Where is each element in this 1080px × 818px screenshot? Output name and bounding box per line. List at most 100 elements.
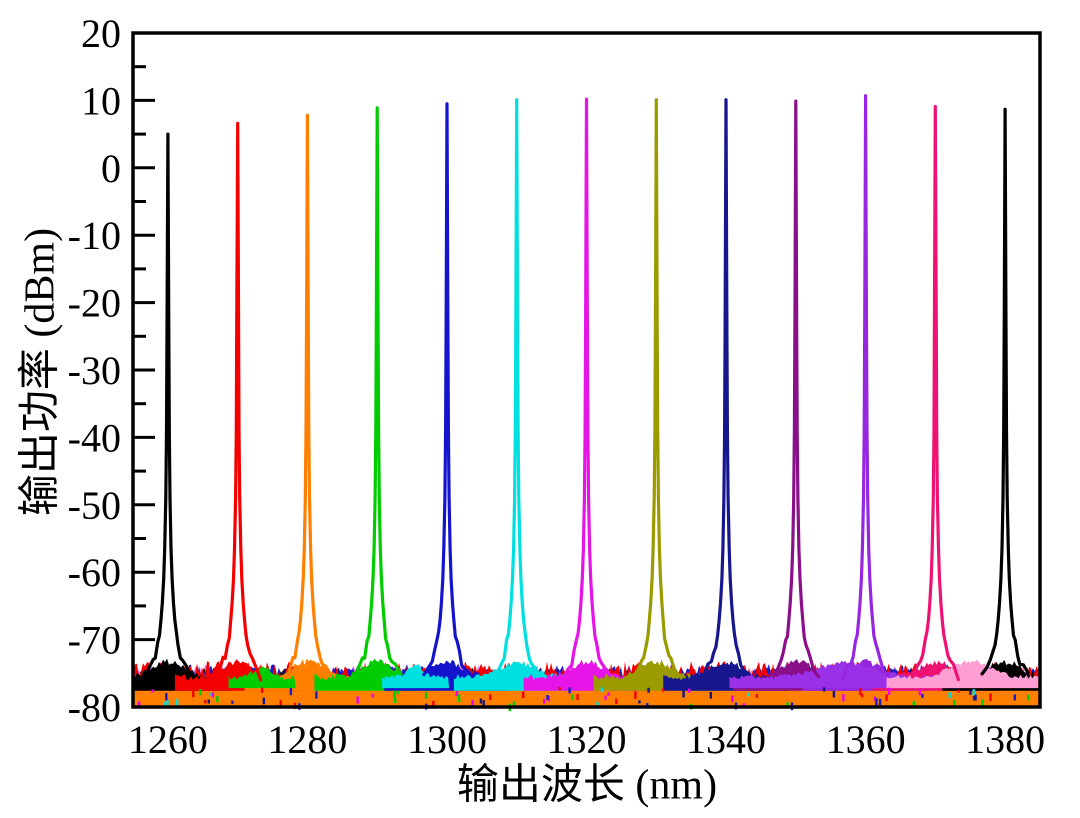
x-axis-title: 输出波长 (nm) — [456, 762, 718, 809]
noise-speck — [315, 691, 318, 699]
y-tick-label: 0 — [101, 146, 121, 191]
noise-speck — [607, 692, 610, 696]
noise-speck — [279, 700, 282, 707]
x-tick-label: 1360 — [826, 717, 906, 762]
noise-speck — [231, 700, 234, 704]
noise-speck — [262, 697, 265, 705]
y-axis-title: 输出功率 (dBm) — [17, 227, 64, 517]
noise-patch — [382, 664, 450, 689]
noise-speck — [558, 687, 561, 691]
spectrum-series-1310 — [492, 98, 542, 681]
noise-speck — [1013, 694, 1016, 701]
noise-speck — [471, 700, 474, 707]
noise-speck — [747, 692, 750, 697]
spectrum-series-1340 — [701, 98, 751, 681]
x-tick-label: 1380 — [965, 717, 1045, 762]
noise-speck — [957, 689, 960, 693]
noise-speck — [512, 701, 516, 708]
noise-speck — [216, 696, 219, 703]
noise-speck — [878, 698, 882, 706]
spectrum-series-1300 — [422, 102, 472, 677]
noise-speck — [912, 701, 915, 707]
noise-speck — [709, 691, 712, 699]
noise-speck — [163, 701, 166, 708]
spectrum-series-1370 — [910, 104, 961, 682]
noise-speck — [165, 692, 168, 701]
noise-speck — [972, 696, 976, 701]
noise-speck — [204, 700, 207, 704]
noise-speck — [981, 699, 984, 706]
noise-patch — [228, 666, 296, 689]
noise-speck — [522, 691, 525, 698]
spectrum-series-1280 — [282, 113, 332, 680]
spectrum-series-1380 — [980, 107, 1030, 676]
noise-speck — [356, 696, 359, 704]
noise-speck — [547, 695, 551, 702]
noise-speck — [211, 692, 214, 698]
spectrum-series-1360 — [840, 94, 891, 681]
noise-speck — [604, 695, 607, 700]
noise-speck — [682, 690, 685, 698]
noise-speck — [151, 689, 154, 693]
noise-speck — [596, 701, 599, 706]
noise-speck — [661, 688, 665, 692]
noise-speck — [875, 698, 878, 706]
noise-speck — [489, 694, 492, 701]
noise-speck — [457, 694, 461, 702]
noise-speck — [918, 690, 922, 696]
noise-speck — [859, 687, 862, 696]
noise-speck — [576, 694, 579, 700]
spectrum-series-1290 — [352, 106, 402, 677]
y-tick-label: -30 — [68, 348, 121, 393]
y-tick-label: -40 — [68, 415, 121, 460]
y-tick-label: 10 — [81, 78, 121, 123]
y-tick-label: -50 — [68, 483, 121, 528]
spectrum-series-1320 — [561, 97, 612, 680]
noise-speck — [786, 702, 789, 707]
noise-speck — [192, 690, 195, 698]
noise-speck — [432, 700, 435, 708]
noise-speck — [832, 690, 836, 698]
noise-speck — [455, 691, 459, 696]
noise-speck — [731, 695, 734, 702]
x-tick-label: 1340 — [686, 717, 766, 762]
noise-speck — [974, 694, 977, 701]
noise-speck — [688, 688, 691, 693]
noise-speck — [953, 699, 956, 707]
noise-speck — [647, 687, 650, 693]
noise-speck — [822, 687, 826, 692]
x-tick-label: 1280 — [267, 717, 347, 762]
noise-speck — [166, 699, 169, 707]
noise-speck — [861, 693, 864, 698]
noise-speck — [888, 687, 891, 695]
x-tick-label: 1300 — [407, 717, 487, 762]
y-tick-label: -80 — [68, 685, 121, 730]
noise-speck — [885, 694, 888, 702]
noise-speck — [479, 698, 483, 704]
noise-speck — [210, 692, 213, 696]
y-tick-label: -60 — [68, 550, 121, 595]
noise-speck — [175, 699, 179, 706]
spectrum-series-1350 — [771, 99, 821, 679]
noise-speck — [393, 690, 396, 698]
noise-speck — [989, 693, 992, 702]
noise-speck — [969, 690, 972, 695]
noise-speck — [424, 691, 428, 699]
plot-frame — [131, 31, 1042, 709]
noise-speck — [260, 687, 264, 693]
noise-speck — [600, 687, 604, 692]
y-tick-label: 20 — [81, 11, 121, 56]
noise-speck — [289, 687, 293, 696]
noise-speck — [482, 700, 485, 706]
noise-speck — [1027, 694, 1030, 701]
noise-speck — [207, 699, 210, 704]
spectrum-series-1270 — [213, 121, 263, 682]
noise-speck — [755, 694, 759, 698]
noise-speck — [394, 697, 397, 704]
y-tick-label: -10 — [68, 213, 121, 258]
noise-speck — [873, 696, 877, 701]
noise-speck — [948, 692, 951, 699]
noise-speck — [137, 701, 141, 707]
spectrum-series-1260 — [143, 132, 193, 679]
